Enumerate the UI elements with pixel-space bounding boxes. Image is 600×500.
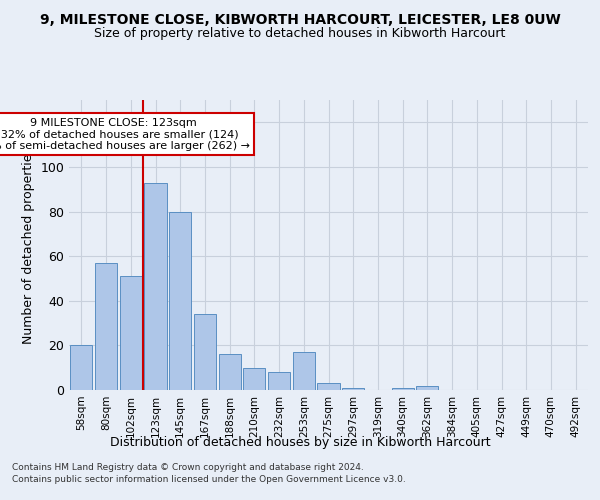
Bar — [243, 368, 265, 390]
Bar — [268, 372, 290, 390]
Bar — [145, 182, 167, 390]
Text: 9 MILESTONE CLOSE: 123sqm
← 32% of detached houses are smaller (124)
67% of semi: 9 MILESTONE CLOSE: 123sqm ← 32% of detac… — [0, 118, 250, 151]
Bar — [342, 388, 364, 390]
Bar — [95, 263, 117, 390]
Text: Contains HM Land Registry data © Crown copyright and database right 2024.: Contains HM Land Registry data © Crown c… — [12, 464, 364, 472]
Bar — [169, 212, 191, 390]
Text: Contains public sector information licensed under the Open Government Licence v3: Contains public sector information licen… — [12, 475, 406, 484]
Bar — [194, 314, 216, 390]
Text: 9, MILESTONE CLOSE, KIBWORTH HARCOURT, LEICESTER, LE8 0UW: 9, MILESTONE CLOSE, KIBWORTH HARCOURT, L… — [40, 12, 560, 26]
Bar — [416, 386, 439, 390]
Bar — [119, 276, 142, 390]
Text: Size of property relative to detached houses in Kibworth Harcourt: Size of property relative to detached ho… — [94, 28, 506, 40]
Bar — [392, 388, 414, 390]
Y-axis label: Number of detached properties: Number of detached properties — [22, 146, 35, 344]
Text: Distribution of detached houses by size in Kibworth Harcourt: Distribution of detached houses by size … — [110, 436, 490, 449]
Bar — [70, 346, 92, 390]
Bar — [218, 354, 241, 390]
Bar — [317, 384, 340, 390]
Bar — [293, 352, 315, 390]
